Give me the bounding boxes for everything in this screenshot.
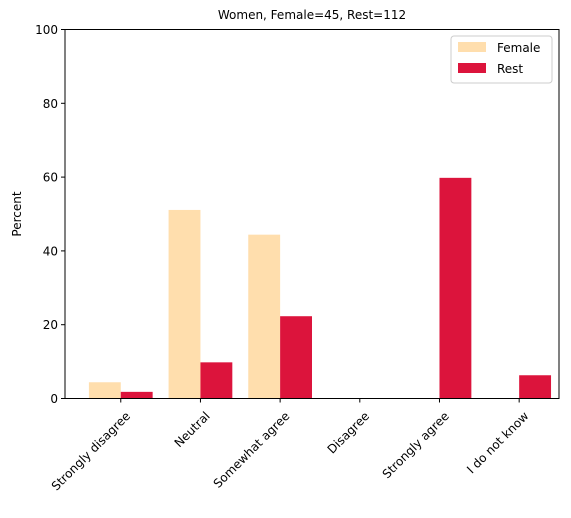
legend-swatch-rest (458, 63, 486, 73)
y-tick-label: 20 (43, 318, 58, 332)
bar-female-2 (248, 234, 281, 399)
bars-group (88, 177, 552, 399)
bar-rest-0 (120, 391, 153, 399)
x-tick-label: Disagree (325, 409, 373, 457)
bar-rest-5 (519, 375, 552, 399)
bar-rest-4 (439, 177, 472, 399)
y-tick-label: 60 (43, 171, 58, 185)
legend-swatch-female (458, 42, 486, 52)
legend-label-female: Female (497, 41, 540, 55)
y-tick-label: 40 (43, 244, 58, 258)
y-axis: 0 20 40 60 80 100 (35, 23, 65, 406)
y-tick-label: 0 (50, 392, 58, 406)
legend-label-rest: Rest (497, 62, 523, 76)
x-tick-label: Somewhat agree (211, 409, 293, 491)
bar-female-0 (88, 382, 121, 399)
chart-title: Women, Female=45, Rest=112 (218, 8, 406, 22)
plot-frame (64, 29, 560, 399)
y-tick-label: 80 (43, 97, 58, 111)
bar-female-1 (168, 209, 201, 399)
x-tick-label: I do not know (464, 409, 532, 477)
x-tick-label: Neutral (172, 409, 213, 450)
bar-rest-2 (280, 316, 312, 399)
x-tick-label: Strongly agree (380, 409, 452, 481)
x-tick-label: Strongly disagree (49, 409, 133, 493)
y-axis-label: Percent (10, 191, 24, 236)
legend: Female Rest (450, 35, 553, 84)
bar-rest-1 (200, 362, 233, 399)
y-tick-label: 100 (35, 23, 58, 37)
